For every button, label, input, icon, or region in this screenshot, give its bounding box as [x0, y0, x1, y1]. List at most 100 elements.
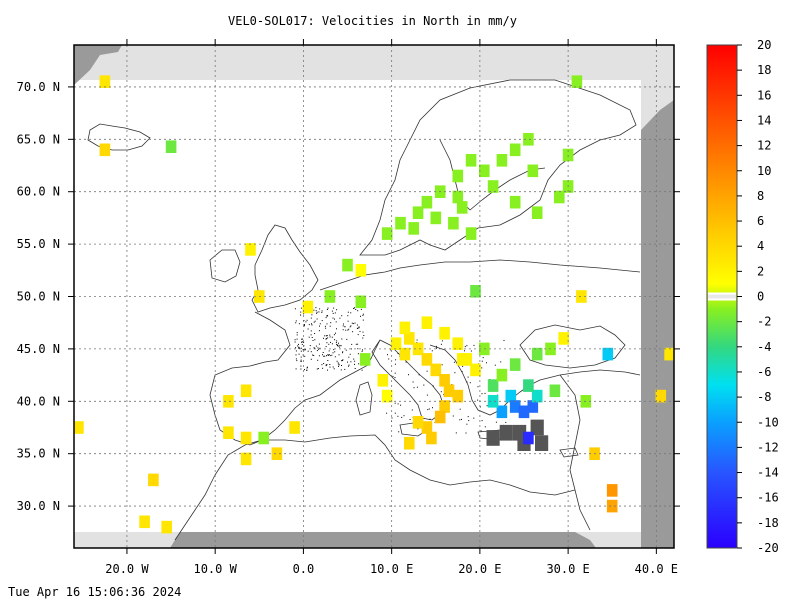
station-dot [417, 428, 419, 430]
station-dot [481, 393, 483, 395]
station-dot [411, 409, 413, 411]
station-dot [311, 337, 313, 338]
station-dot [319, 323, 321, 325]
station-dot [360, 315, 361, 317]
station-dot [481, 367, 483, 369]
station-dot [295, 368, 297, 370]
station-dot [300, 311, 302, 313]
station-dot [329, 334, 331, 336]
station-dot [326, 315, 328, 317]
station-dot [315, 345, 317, 347]
station-dot [314, 333, 316, 334]
velocity-cell [664, 347, 674, 361]
station-dot [361, 369, 363, 371]
africa-landmass-bottom [170, 532, 596, 548]
velocity-cell [509, 400, 521, 413]
station-dot [303, 325, 305, 327]
station-dot [394, 412, 396, 414]
station-dot [459, 419, 461, 421]
station-dot [307, 366, 308, 368]
station-dot [326, 342, 328, 344]
station-dot [345, 329, 347, 331]
station-dot [323, 363, 325, 364]
coast-britain [251, 224, 319, 313]
velocity-cell [527, 164, 539, 178]
velocity-cell [531, 206, 543, 219]
velocity-cell [434, 410, 446, 424]
station-dot [340, 369, 342, 371]
station-dot [294, 308, 296, 310]
station-dot [313, 309, 315, 311]
station-dot [362, 331, 364, 333]
colorbar-label: 12 [757, 139, 771, 153]
station-dot [470, 350, 472, 352]
station-dot [361, 350, 363, 352]
station-dot [339, 317, 341, 319]
velocity-cell [496, 154, 508, 167]
station-dot [358, 363, 360, 365]
station-dot [300, 307, 302, 309]
station-dot [441, 340, 443, 342]
station-dot [453, 361, 455, 363]
station-dot [318, 330, 320, 332]
velocity-cell [509, 195, 521, 209]
velocity-cell [439, 400, 450, 413]
station-dot [322, 367, 324, 369]
station-dot [333, 307, 335, 309]
station-dot [326, 355, 327, 357]
station-dot [349, 326, 351, 328]
station-dot [342, 325, 344, 327]
station-dot [338, 342, 339, 344]
velocity-cell [412, 342, 424, 356]
station-dot [336, 309, 338, 311]
station-dot [338, 364, 340, 366]
station-dot [332, 312, 334, 314]
lat-label: 35.0 N [17, 447, 60, 461]
station-dot [334, 318, 335, 320]
station-dot [363, 335, 365, 336]
coast-cyprus [559, 447, 579, 458]
station-dot [310, 358, 312, 360]
station-dot [305, 321, 307, 323]
station-dot [317, 359, 319, 361]
station-dot [473, 344, 475, 346]
velocity-cell [487, 395, 499, 408]
velocity-cell [390, 337, 402, 350]
station-dot [302, 349, 304, 351]
lat-label: 50.0 N [17, 290, 60, 304]
station-dot [300, 356, 302, 358]
station-dot [316, 318, 318, 320]
station-dot [314, 320, 316, 322]
station-dot [441, 364, 443, 366]
velocity-cell [245, 243, 256, 256]
station-dot [324, 355, 326, 357]
station-dot [332, 352, 334, 354]
station-dot [473, 417, 475, 419]
station-dot [342, 352, 343, 354]
station-dot [455, 432, 457, 434]
station-dot [304, 324, 305, 326]
station-dot [397, 353, 399, 354]
colorbar-label: -18 [757, 516, 779, 530]
station-dot [321, 320, 323, 322]
station-dot [409, 419, 411, 420]
station-dot [340, 345, 342, 347]
station-dot [357, 343, 359, 345]
velocity-cell [549, 384, 561, 398]
station-dot [416, 339, 418, 341]
lat-label: 70.0 N [17, 80, 60, 94]
velocity-cell [523, 133, 534, 146]
colorbar-label: 20 [757, 38, 771, 52]
velocity-cell [412, 416, 424, 429]
station-dot [390, 349, 392, 351]
velocity-cell [606, 484, 618, 497]
station-dot [311, 324, 313, 326]
station-dot [333, 368, 335, 370]
station-dot [344, 326, 346, 328]
velocity-cell [452, 169, 464, 183]
station-dot [301, 341, 302, 343]
station-dot [303, 341, 305, 343]
station-dot [297, 345, 299, 347]
station-dot [347, 361, 348, 363]
station-dot [327, 337, 329, 339]
